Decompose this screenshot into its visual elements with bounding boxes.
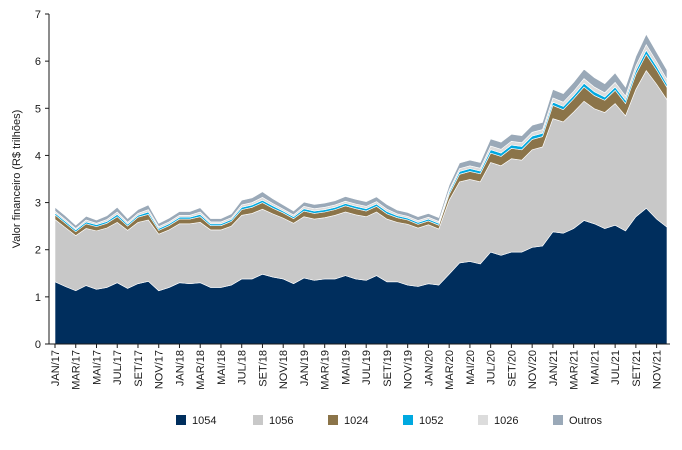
x-tick-label: JAN/19 [299,350,311,386]
x-tick-label: JUL/20 [486,350,498,385]
x-tick-labels: JAN/17 MAR/17 MAI/17 JUL/17 SET/17 NOV/17 JAN/… [50,344,664,390]
x-tick-label: SET/21 [631,350,643,387]
y-tick-label: 0 [35,339,41,351]
legend-swatch-1054 [176,415,186,425]
x-tick-label: MAR/20 [444,350,456,390]
x-tick-label: SET/17 [133,350,145,387]
x-tick-label: NOV/17 [154,350,166,389]
x-tick-label: SET/19 [382,350,394,387]
x-tick-label: JUL/18 [237,350,249,385]
area-layers [54,33,668,345]
y-tick-label: 6 [35,56,41,68]
legend-label-1026: 1026 [494,415,518,427]
legend-label-1024: 1024 [344,415,368,427]
area-series-outros [54,33,668,229]
x-tick-label: JUL/19 [361,350,373,385]
x-tick-label: NOV/18 [278,350,290,389]
legend-swatch-1052 [403,415,413,425]
x-tick-label: JAN/18 [174,350,186,386]
y-tick-label: 2 [35,245,41,257]
legend-swatch-1024 [328,415,338,425]
x-tick-label: NOV/19 [403,350,415,389]
x-tick-label: MAR/17 [71,350,83,390]
legend-swatch-outros [553,415,563,425]
x-tick-label: MAR/19 [320,350,332,390]
legend-swatch-1056 [253,415,263,425]
x-tick-label: JAN/21 [548,350,560,386]
legend: 1054 1056 1024 1052 1026 Outros [176,415,603,427]
x-tick-label: NOV/21 [652,350,664,389]
y-tick-label: 4 [35,150,41,162]
x-tick-label: NOV/20 [527,350,539,389]
x-tick-label: MAI/18 [216,350,228,385]
y-tick-label: 3 [35,198,41,210]
x-tick-label: JUL/17 [112,350,124,385]
x-tick-label: MAI/17 [91,350,103,385]
y-axis-label: Valor financeiro (R$ trilhões) [11,110,23,249]
legend-label-outros: Outros [569,415,603,427]
x-tick-label: MAR/21 [569,350,581,390]
x-tick-label: SET/18 [257,350,269,387]
x-tick-label: MAI/21 [589,350,601,385]
x-tick-label: JAN/17 [50,350,62,386]
legend-swatch-1026 [478,415,488,425]
legend-label-1056: 1056 [269,415,293,427]
x-tick-label: JAN/20 [423,350,435,386]
y-tick-label: 1 [35,292,41,304]
y-tick-label: 7 [35,9,41,21]
x-tick-label: MAR/18 [195,350,207,390]
x-tick-label: SET/20 [506,350,518,387]
legend-label-1054: 1054 [192,415,216,427]
x-tick-label: MAI/19 [340,350,352,385]
y-tick-labels: 0 1 2 3 4 5 6 7 [35,9,49,351]
y-tick-label: 5 [35,103,41,115]
x-tick-label: MAI/20 [465,350,477,385]
legend-label-1052: 1052 [419,415,443,427]
x-tick-label: JUL/21 [610,350,622,385]
